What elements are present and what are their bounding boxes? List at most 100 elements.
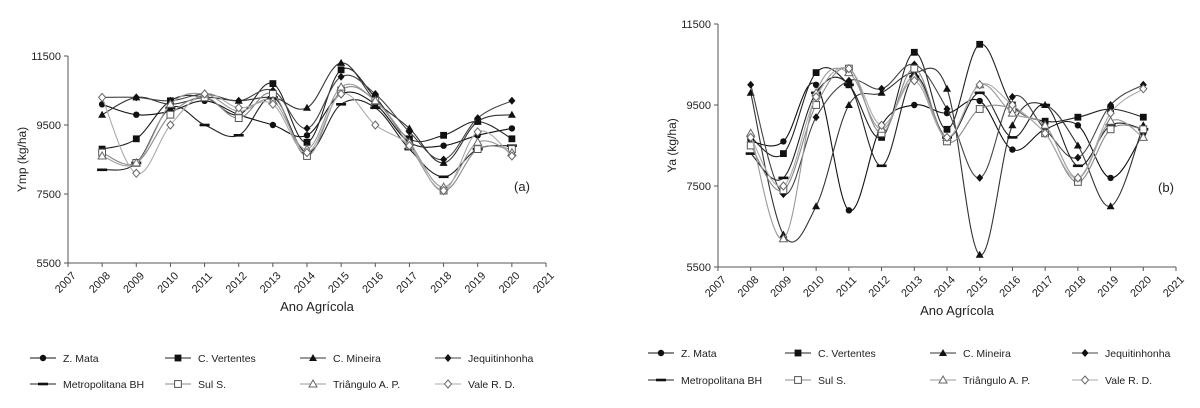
legend-marker bbox=[309, 354, 317, 361]
data-point bbox=[474, 114, 482, 123]
data-point bbox=[199, 123, 210, 127]
data-point bbox=[878, 134, 885, 141]
data-point bbox=[975, 80, 984, 90]
data-point bbox=[97, 150, 107, 160]
x-tick-label: 2015 bbox=[965, 274, 991, 300]
data-point bbox=[507, 110, 516, 118]
data-point bbox=[1040, 103, 1051, 107]
legend-marker bbox=[794, 349, 802, 357]
data-point bbox=[943, 125, 951, 133]
data-point bbox=[97, 92, 107, 103]
data-point bbox=[200, 89, 209, 99]
data-point bbox=[745, 152, 756, 155]
data-point bbox=[877, 120, 886, 131]
data-point bbox=[440, 155, 448, 164]
data-point bbox=[747, 80, 755, 89]
series-line bbox=[750, 67, 1144, 256]
x-axis-label: Ano Agrícola bbox=[920, 303, 994, 318]
legend-marker bbox=[174, 354, 182, 362]
series-4 bbox=[747, 60, 1147, 199]
data-point bbox=[166, 110, 175, 119]
data-point bbox=[508, 96, 516, 105]
data-point bbox=[132, 168, 141, 179]
x-tick-label: 2009 bbox=[121, 270, 147, 296]
legend-marker bbox=[657, 349, 665, 357]
data-point bbox=[1107, 101, 1115, 109]
data-point bbox=[976, 40, 984, 48]
legend-entry: Z. Mata bbox=[30, 353, 99, 365]
legend-entry: Metropolitana BH bbox=[30, 379, 144, 391]
data-point bbox=[507, 151, 517, 161]
legend-marker bbox=[443, 379, 453, 389]
series-7 bbox=[745, 67, 1149, 243]
data-point bbox=[942, 132, 952, 143]
y-tick-label: 9500 bbox=[687, 100, 711, 112]
data-point bbox=[133, 111, 140, 118]
legend-marker bbox=[38, 382, 48, 386]
legend-marker bbox=[444, 354, 452, 362]
data-point bbox=[1040, 128, 1050, 139]
data-point bbox=[1074, 122, 1082, 129]
data-point bbox=[98, 110, 107, 118]
data-point bbox=[1106, 108, 1115, 118]
x-tick-label: 2012 bbox=[224, 270, 250, 296]
data-point bbox=[97, 168, 108, 172]
data-point bbox=[812, 81, 820, 89]
y-tick-label: 7500 bbox=[37, 189, 61, 201]
data-point bbox=[269, 121, 277, 129]
x-tick-label: 2008 bbox=[736, 274, 762, 300]
data-point bbox=[1139, 113, 1147, 121]
legend-entry: Triângulo A. P. bbox=[930, 374, 1030, 387]
legend-label: Z. Mata bbox=[63, 353, 99, 365]
data-point bbox=[1008, 121, 1017, 129]
y-tick-label: 5500 bbox=[37, 258, 61, 270]
data-point bbox=[811, 92, 821, 102]
data-point bbox=[165, 99, 176, 108]
data-point bbox=[405, 127, 413, 136]
x-tick-label: 2010 bbox=[801, 274, 827, 300]
data-point bbox=[812, 113, 820, 122]
y-tick-label: 11500 bbox=[31, 51, 61, 63]
data-point bbox=[1139, 125, 1148, 134]
data-point bbox=[1139, 84, 1148, 94]
x-tick-label: 2012 bbox=[867, 274, 893, 300]
data-point bbox=[234, 103, 243, 113]
y-tick-label: 5500 bbox=[687, 262, 711, 274]
legend-label: Z. Mata bbox=[681, 348, 717, 360]
legend-entry: Triângulo A. P. bbox=[300, 378, 400, 391]
data-point bbox=[1105, 124, 1116, 127]
data-point bbox=[1073, 173, 1083, 183]
legend-entry: C. Vertentes bbox=[165, 353, 256, 365]
series-8 bbox=[746, 63, 1148, 191]
data-point bbox=[336, 82, 346, 91]
x-tick-label: 2017 bbox=[394, 270, 420, 296]
x-tick-label: 2017 bbox=[1030, 274, 1056, 300]
y-tick-label: 7500 bbox=[687, 181, 711, 193]
data-point bbox=[132, 93, 140, 102]
legend-entry: Jequitinhonha bbox=[1072, 348, 1171, 360]
legend-label: Jequitinhonha bbox=[468, 353, 534, 365]
legend-entry: Vale R. D. bbox=[435, 379, 515, 391]
x-tick-label: 2016 bbox=[360, 270, 386, 296]
chart-panel-b: 5500 7500 9500 11500 2007 2008 2009 2010 2011 201… bbox=[600, 0, 1200, 403]
legend-entry: Sul S. bbox=[165, 379, 226, 391]
data-point bbox=[268, 99, 278, 110]
legend-entry: C. Mineira bbox=[300, 353, 381, 365]
data-point bbox=[472, 137, 483, 146]
data-point bbox=[975, 105, 984, 113]
data-point bbox=[910, 48, 918, 56]
legend-marker bbox=[308, 378, 318, 388]
x-tick-label: 2020 bbox=[1128, 274, 1154, 300]
legend-label: Triângulo A. P. bbox=[333, 379, 400, 391]
data-point bbox=[302, 147, 312, 158]
data-point bbox=[812, 202, 821, 210]
x-tick-label: 2018 bbox=[1063, 274, 1089, 300]
data-point bbox=[976, 97, 983, 105]
x-tick-label: 2007 bbox=[53, 270, 79, 296]
legend-label: C. Mineira bbox=[333, 353, 381, 365]
data-point bbox=[844, 101, 853, 108]
data-point bbox=[844, 63, 854, 74]
data-point bbox=[943, 84, 951, 92]
data-point bbox=[337, 66, 345, 74]
series-line bbox=[750, 67, 1144, 240]
